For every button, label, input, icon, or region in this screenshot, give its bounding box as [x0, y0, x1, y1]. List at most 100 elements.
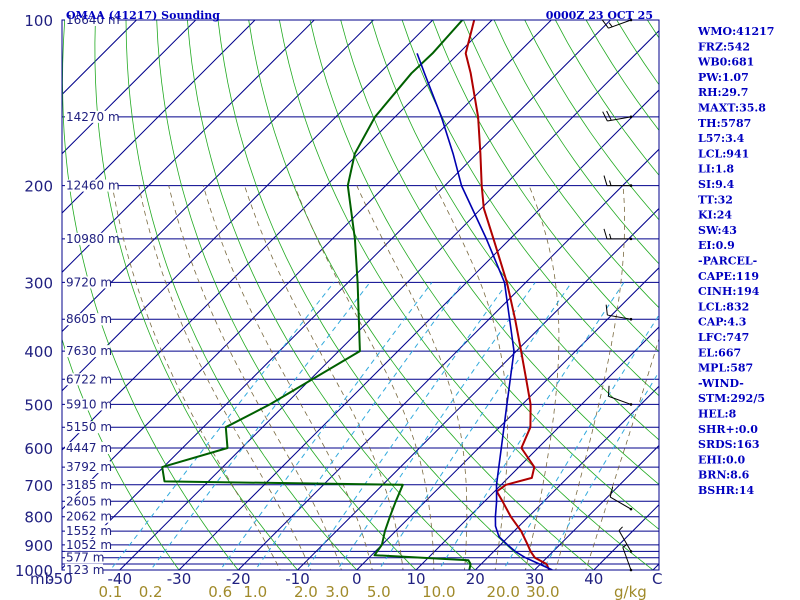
moist-adiabat-line	[585, 337, 659, 570]
index-line: SHR+:0.0	[698, 423, 758, 436]
isotherm-line	[62, 20, 493, 451]
height-label: 12460 m	[66, 179, 120, 193]
height-label-bg	[65, 313, 111, 326]
height-label: 123 m	[66, 563, 104, 577]
temperature-tick-label: -20	[226, 570, 251, 588]
index-line: LFC:747	[698, 331, 749, 344]
index-line: SW:43	[698, 224, 737, 237]
height-label: 9720 m	[66, 275, 112, 289]
wind-barb	[605, 304, 633, 321]
wind-barb	[609, 486, 633, 511]
pressure-tick-label: 500	[24, 396, 53, 414]
pressure-tick-label: 1000	[15, 562, 53, 580]
dry-adiabat-line	[62, 337, 180, 570]
dry-adiabat-line	[463, 20, 659, 309]
index-line: TH:5787	[698, 117, 751, 130]
pressure-tick-label: 900	[24, 537, 53, 555]
temperature-tick-label: 40	[584, 570, 603, 588]
dry-adiabat-line	[217, 20, 536, 570]
height-label-bg	[65, 421, 111, 434]
dewpoint-profile	[161, 20, 472, 570]
height-label: 2062 m	[66, 510, 112, 524]
mixing-ratio-line	[254, 282, 464, 570]
moist-adiabat-line	[138, 185, 312, 570]
dry-adiabat-line	[62, 20, 239, 570]
index-line: EHI:0.0	[698, 453, 745, 466]
wind-barb	[618, 526, 633, 553]
height-label: 7630 m	[66, 344, 112, 358]
wind-barbs	[601, 18, 633, 572]
mixing-ratio-tick-label: 2.0	[294, 583, 318, 600]
mixing-ratio-line	[438, 282, 625, 570]
index-line: SRDS:163	[698, 438, 760, 451]
mixing-ratio-line	[149, 282, 371, 570]
mixing-ratio-line	[305, 282, 509, 570]
isotherm-line	[62, 20, 374, 333]
height-label: 4447 m	[66, 441, 112, 455]
mixing-ratio-tick-label: 0.1	[98, 583, 122, 600]
moist-adiabat-line	[524, 185, 560, 570]
station-title: OMAA (41217) Sounding	[66, 9, 220, 22]
isotherm-line	[297, 207, 659, 570]
height-label: 5910 m	[66, 397, 112, 411]
mixing-ratio-tick-label: 30.0	[526, 583, 559, 600]
height-label-bg	[65, 14, 118, 26]
dry-adiabat-line	[309, 20, 659, 530]
wind-barb	[622, 543, 633, 572]
isotherm-line	[356, 267, 659, 570]
index-line: HEL:8	[698, 408, 737, 421]
corner-label: C	[652, 570, 662, 588]
height-label: 5150 m	[66, 420, 112, 434]
height-label: 1052 m	[66, 538, 112, 552]
dry-adiabat-line	[125, 20, 358, 570]
index-line: BRN:8.6	[698, 469, 750, 482]
index-line: EL:667	[698, 346, 741, 359]
index-line: -PARCEL-	[698, 255, 757, 268]
index-line: LI:1.8	[698, 163, 734, 176]
isotherm-line	[62, 20, 434, 392]
mixing-ratio-unit-label: g/kg	[614, 583, 647, 600]
height-label-bg	[65, 373, 111, 386]
mixing-ratio-axis: 0.1 0.2 0.6 1.0 2.0 3.0 5.0 10.0 20.0 30.0	[98, 583, 559, 600]
temperature-tick-label: -50	[48, 570, 73, 588]
height-label-bg	[65, 441, 111, 454]
isotherm-line	[119, 30, 659, 570]
pressure-axis: 100 200 300 400 500 600 700 800 900 1000	[15, 12, 53, 580]
moist-adiabat-line	[168, 185, 342, 570]
temperature-tick-label: -30	[167, 570, 192, 588]
mixing-ratio-tick-label: 5.0	[367, 583, 391, 600]
height-label: 8605 m	[66, 312, 112, 326]
index-line: FRZ:542	[698, 40, 750, 53]
moist-adiabat-line	[111, 185, 281, 570]
temperature-tick-label: 10	[406, 570, 425, 588]
temperature-profile	[464, 20, 551, 570]
pressure-tick-label: 800	[24, 509, 53, 527]
index-line: MAXT:35.8	[698, 102, 766, 115]
height-label-bg	[65, 110, 118, 123]
index-line: TT:32	[698, 193, 733, 206]
height-label: 3185 m	[66, 478, 112, 492]
index-line: SI:9.4	[698, 178, 735, 191]
height-label-bg	[65, 495, 111, 508]
moist-adiabat-line	[294, 185, 435, 570]
index-line: LCL:832	[698, 300, 749, 313]
height-label-bg	[65, 276, 111, 289]
height-label-bg	[65, 564, 103, 576]
temperature-tick-label: -40	[108, 570, 133, 588]
index-line: BSHR:14	[698, 484, 754, 497]
index-line: RH:29.7	[698, 86, 748, 99]
dry-adiabat-line	[340, 20, 659, 485]
isotherm-line	[237, 148, 659, 570]
isotherm-line	[62, 20, 256, 214]
mixing-ratio-tick-label: 10.0	[422, 583, 455, 600]
index-line: WMO:41217	[697, 25, 774, 38]
dry-adiabat-line	[371, 20, 659, 441]
height-label-bg	[65, 345, 111, 358]
pressure-unit-label: mb	[30, 570, 54, 588]
mixing-ratio-line	[109, 282, 335, 570]
index-line: CINH:194	[698, 285, 760, 298]
temperature-tick-label: -10	[285, 570, 310, 588]
plot-frame	[61, 19, 660, 571]
height-label: 10980 m	[66, 232, 120, 246]
isotherm-line	[415, 326, 659, 570]
